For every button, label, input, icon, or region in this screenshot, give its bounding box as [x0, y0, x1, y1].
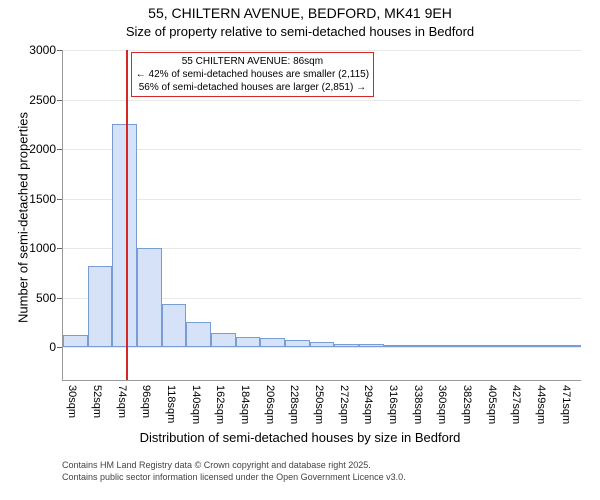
y-tick-mark [57, 50, 62, 51]
histogram-bar [458, 345, 483, 347]
y-tick-label: 1500 [22, 192, 56, 206]
x-tick-label: 206sqm [264, 385, 276, 424]
histogram-bar [186, 322, 211, 347]
x-tick-label: 228sqm [288, 385, 300, 424]
y-tick-label: 1000 [22, 241, 56, 255]
annotation-box: 55 CHILTERN AVENUE: 86sqm← 42% of semi-d… [131, 52, 374, 97]
histogram-bar [532, 345, 557, 347]
x-tick-label: 52sqm [91, 385, 103, 418]
x-tick-label: 96sqm [140, 385, 152, 418]
histogram-bar [88, 266, 113, 347]
x-tick-label: 338sqm [412, 385, 424, 424]
x-tick-label: 449sqm [535, 385, 547, 424]
gridline [63, 100, 581, 101]
x-tick-label: 471sqm [560, 385, 572, 424]
footer-line-2: Contains public sector information licen… [62, 472, 406, 484]
histogram-bar [384, 345, 409, 347]
x-tick-label: 272sqm [338, 385, 350, 424]
y-tick-mark [57, 298, 62, 299]
histogram-bar [211, 333, 236, 347]
x-tick-label: 162sqm [214, 385, 226, 424]
histogram-bar [359, 344, 384, 347]
x-axis-label: Distribution of semi-detached houses by … [0, 430, 600, 445]
x-tick-label: 140sqm [190, 385, 202, 424]
y-tick-mark [57, 149, 62, 150]
gridline [63, 149, 581, 150]
x-tick-label: 184sqm [239, 385, 251, 424]
x-tick-label: 250sqm [313, 385, 325, 424]
histogram-chart: 55, CHILTERN AVENUE, BEDFORD, MK41 9EH S… [0, 0, 600, 500]
histogram-bar [334, 344, 359, 347]
histogram-bar [285, 340, 310, 347]
histogram-bar [556, 345, 581, 347]
y-tick-mark [57, 347, 62, 348]
x-tick-label: 405sqm [486, 385, 498, 424]
gridline [63, 347, 581, 348]
histogram-bar [507, 345, 532, 347]
footer-line-1: Contains HM Land Registry data © Crown c… [62, 460, 406, 472]
y-tick-label: 3000 [22, 43, 56, 57]
histogram-bar [63, 335, 88, 347]
histogram-bar [482, 345, 507, 347]
chart-title-main: 55, CHILTERN AVENUE, BEDFORD, MK41 9EH [0, 5, 600, 21]
x-tick-label: 427sqm [510, 385, 522, 424]
x-tick-label: 294sqm [362, 385, 374, 424]
y-tick-label: 2500 [22, 93, 56, 107]
annotation-line: 55 CHILTERN AVENUE: 86sqm [136, 55, 369, 68]
y-tick-label: 500 [22, 291, 56, 305]
y-tick-mark [57, 100, 62, 101]
x-tick-label: 30sqm [66, 385, 78, 418]
property-marker-line [126, 50, 128, 380]
annotation-line: ← 42% of semi-detached houses are smalle… [136, 68, 369, 81]
x-tick-label: 316sqm [387, 385, 399, 424]
histogram-bar [162, 304, 187, 347]
plot-area [62, 50, 581, 381]
histogram-bar [310, 342, 335, 347]
histogram-bar [408, 345, 433, 347]
x-tick-label: 118sqm [165, 385, 177, 423]
y-tick-label: 0 [22, 340, 56, 354]
histogram-bar [137, 248, 162, 347]
chart-title-sub: Size of property relative to semi-detach… [0, 24, 600, 39]
y-tick-label: 2000 [22, 142, 56, 156]
x-tick-label: 360sqm [436, 385, 448, 424]
y-tick-mark [57, 199, 62, 200]
histogram-bar [260, 338, 285, 347]
histogram-bar [236, 337, 261, 347]
gridline [63, 50, 581, 51]
x-tick-label: 382sqm [461, 385, 473, 424]
y-tick-mark [57, 248, 62, 249]
chart-footer: Contains HM Land Registry data © Crown c… [62, 460, 406, 483]
gridline [63, 199, 581, 200]
annotation-line: 56% of semi-detached houses are larger (… [136, 81, 369, 94]
x-tick-label: 74sqm [116, 385, 128, 418]
histogram-bar [433, 345, 458, 347]
histogram-bar [112, 124, 137, 347]
